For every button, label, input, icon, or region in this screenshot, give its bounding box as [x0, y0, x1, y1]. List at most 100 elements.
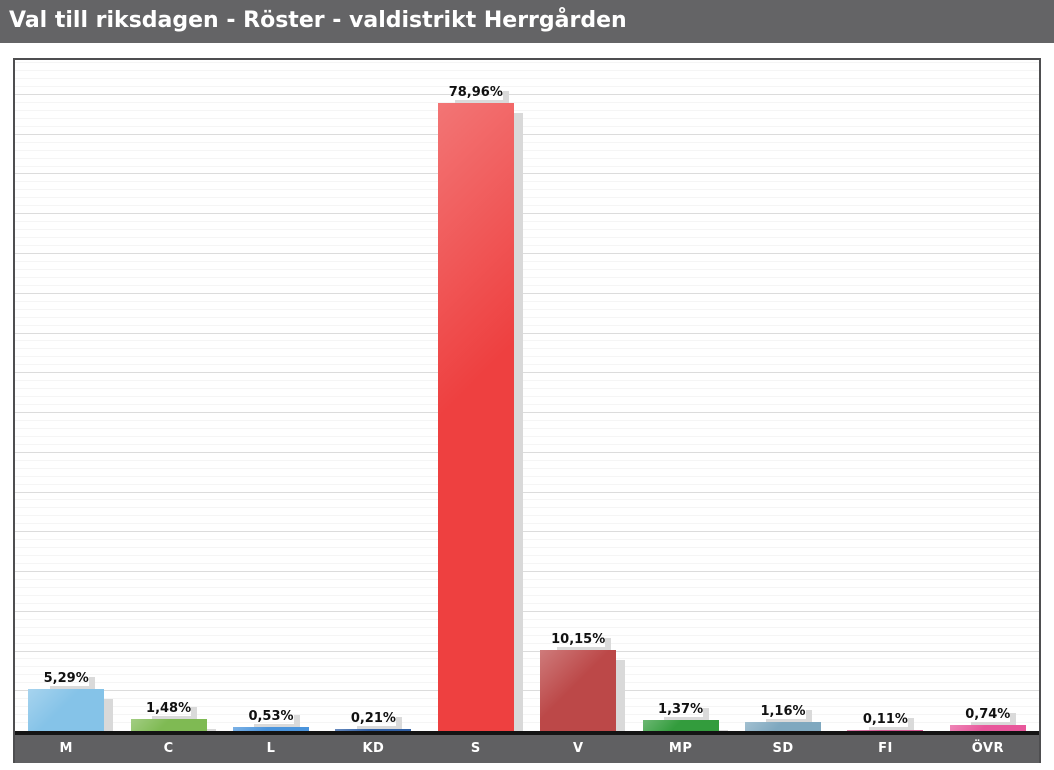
minor-gridline	[15, 86, 1039, 88]
value-text-KD: 0,21%	[350, 711, 396, 727]
major-gridline	[15, 531, 1039, 533]
minor-gridline	[15, 427, 1039, 429]
major-gridline	[15, 332, 1039, 334]
value-label-M: 5,29%	[15, 671, 117, 686]
title-bar: Val till riksdagen - Röster - valdistrik…	[0, 0, 1054, 43]
minor-gridline	[15, 388, 1039, 390]
minor-gridline	[15, 149, 1039, 151]
minor-gridline	[15, 435, 1039, 437]
bar-L	[233, 726, 309, 731]
minor-gridline	[15, 260, 1039, 262]
value-label-FI: 0,11%	[834, 712, 936, 727]
value-label-ÖVR: 0,74%	[937, 707, 1039, 722]
axis-label-L: L	[266, 741, 276, 756]
value-text-MP: 1,37%	[658, 702, 704, 718]
value-label-C: 1,48%	[118, 701, 220, 716]
value-text-SD: 1,16%	[760, 703, 806, 719]
minor-gridline	[15, 205, 1039, 207]
major-gridline	[15, 451, 1039, 453]
x-axis-band: M C L KD S V MP SD FI ÖVR	[15, 735, 1039, 763]
axis-label-M: M	[59, 741, 73, 756]
minor-gridline	[15, 62, 1039, 64]
minor-gridline	[15, 594, 1039, 596]
axis-label-KD: KD	[362, 741, 385, 756]
major-gridline	[15, 93, 1039, 95]
bar-FI	[847, 730, 924, 731]
chart-frame: 5,29% 1,48% 0,53% 0,21% 78,96% 10,15% 1,37% 1,1…	[13, 58, 1041, 763]
value-label-S: 78,96%	[425, 85, 527, 100]
minor-gridline	[15, 459, 1039, 461]
minor-gridline	[15, 157, 1039, 159]
bar-KD	[335, 729, 412, 731]
minor-gridline	[15, 618, 1039, 620]
major-gridline	[15, 571, 1039, 572]
minor-gridline	[15, 78, 1039, 80]
plot-area: 5,29% 1,48% 0,53% 0,21% 78,96% 10,15% 1,37% 1,1…	[15, 60, 1039, 731]
axis-label-C: C	[163, 741, 174, 756]
minor-gridline	[15, 340, 1039, 342]
axis-label-ÖVR: ÖVR	[971, 741, 1004, 756]
bar-C	[130, 719, 207, 731]
value-label-SD: 1,16%	[732, 704, 834, 719]
major-gridline	[15, 213, 1039, 215]
minor-gridline	[15, 714, 1039, 716]
value-text-M: 5,29%	[43, 670, 89, 686]
minor-gridline	[15, 666, 1039, 668]
minor-gridline	[15, 300, 1039, 302]
bar-S	[437, 103, 514, 731]
minor-gridline	[15, 268, 1039, 270]
major-gridline	[15, 133, 1039, 135]
minor-gridline	[15, 308, 1039, 310]
minor-gridline	[15, 404, 1039, 406]
minor-gridline	[15, 698, 1039, 700]
minor-gridline	[15, 586, 1039, 588]
major-gridline	[15, 690, 1039, 692]
minor-gridline	[15, 364, 1039, 366]
value-label-V: 10,15%	[527, 632, 629, 647]
bar-ÖVR	[949, 725, 1026, 731]
minor-gridline	[15, 276, 1039, 278]
axis-label-S: S	[470, 741, 481, 756]
value-text-S: 78,96%	[448, 85, 503, 101]
bar-MP	[642, 720, 719, 731]
minor-gridline	[15, 109, 1039, 111]
minor-gridline	[15, 229, 1039, 231]
major-gridline	[15, 491, 1039, 493]
minor-gridline	[15, 555, 1039, 557]
minor-gridline	[15, 165, 1039, 167]
minor-gridline	[15, 563, 1039, 565]
minor-gridline	[15, 70, 1039, 72]
value-text-V: 10,15%	[551, 632, 606, 648]
minor-gridline	[15, 674, 1039, 676]
minor-gridline	[15, 634, 1039, 636]
minor-gridline	[15, 626, 1039, 628]
minor-gridline	[15, 706, 1039, 708]
minor-gridline	[15, 125, 1039, 127]
major-gridline	[15, 412, 1039, 413]
minor-gridline	[15, 419, 1039, 421]
minor-gridline	[15, 539, 1039, 541]
minor-gridline	[15, 499, 1039, 501]
minor-gridline	[15, 682, 1039, 684]
bar-SD	[745, 721, 821, 731]
minor-gridline	[15, 515, 1039, 517]
minor-gridline	[15, 316, 1039, 318]
major-gridline	[15, 650, 1039, 652]
value-text-FI: 0,11%	[862, 712, 908, 727]
axis-label-SD: SD	[772, 741, 794, 756]
major-gridline	[15, 253, 1039, 254]
minor-gridline	[15, 443, 1039, 445]
minor-gridline	[15, 658, 1039, 660]
minor-gridline	[15, 475, 1039, 477]
major-gridline	[15, 610, 1039, 612]
bar-V	[540, 650, 617, 731]
value-text-L: 0,53%	[248, 708, 294, 724]
minor-gridline	[15, 245, 1039, 247]
minor-gridline	[15, 602, 1039, 604]
major-gridline	[15, 372, 1039, 374]
minor-gridline	[15, 284, 1039, 286]
x-axis-baseline	[15, 731, 1039, 735]
minor-gridline	[15, 221, 1039, 223]
minor-gridline	[15, 523, 1039, 525]
minor-gridline	[15, 380, 1039, 382]
